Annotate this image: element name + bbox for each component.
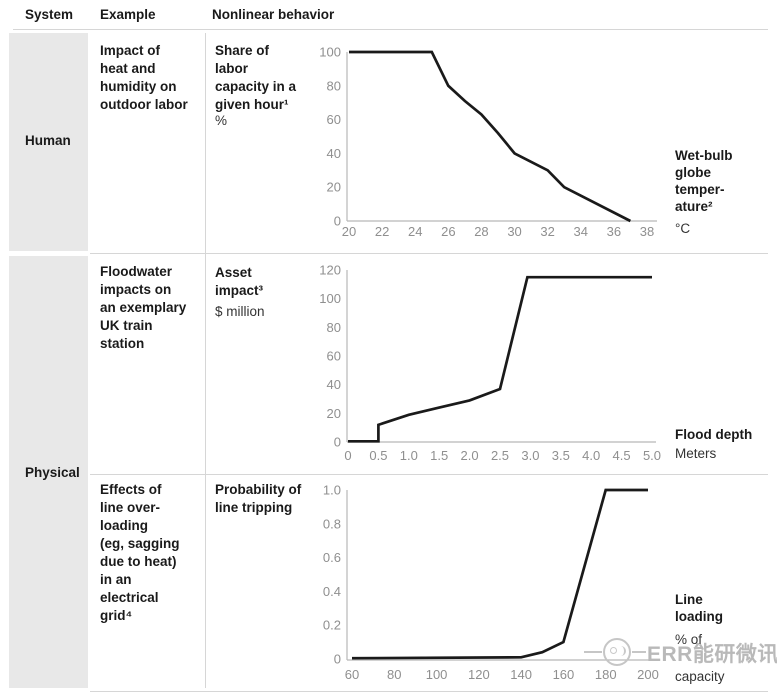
y-tick-label: 0.2 — [323, 618, 341, 633]
x-tick-label: 2.5 — [491, 448, 509, 463]
x-tick-label: 200 — [637, 667, 659, 682]
x-tick-label: 5.0 — [643, 448, 661, 463]
column-header-nonlinear-behavior: Nonlinear behavior — [212, 7, 335, 22]
y-tick-label: 60 — [327, 112, 341, 127]
y-tick-label: 0.8 — [323, 516, 341, 531]
chart-asset-impact: 120 100 80 60 40 20 00 0.5 1.0 1.5 2.0 2.5 3.0 3.5 4.0… — [319, 263, 661, 464]
x-tick-label: 0 — [344, 448, 351, 463]
row-divider-1 — [90, 253, 768, 254]
y-tick-label: 40 — [327, 377, 341, 392]
system-label-physical: Physical — [25, 465, 80, 480]
y-tick-label: 0 — [334, 652, 341, 667]
x-tick-label: 1.5 — [430, 448, 448, 463]
x-tick-label: 3.5 — [552, 448, 570, 463]
x-tick-label: 26 — [441, 224, 455, 239]
x-tick-label: 4.5 — [613, 448, 631, 463]
x-tick-label: 1.0 — [400, 448, 418, 463]
y-tick-label: 20 — [327, 180, 341, 195]
y-tick-label: 100 — [319, 45, 341, 60]
y-tick-label: 20 — [327, 406, 341, 421]
x-tick-label: 140 — [510, 667, 532, 682]
x-tick-label: 3.0 — [521, 448, 539, 463]
x-tick-label: 100 — [426, 667, 448, 682]
chart1-yunit: % — [215, 113, 228, 128]
x-tick-label: 20 — [342, 224, 356, 239]
header-rule — [13, 29, 768, 30]
chart2-xunit: Meters — [675, 446, 717, 461]
x-tick-label: 120 — [468, 667, 490, 682]
y-tick-label: 0.6 — [323, 550, 341, 565]
data-line — [348, 275, 652, 443]
chart1-xlabel: Wet-bulb globe temper- ature² — [675, 148, 733, 214]
x-tick-label: 60 — [345, 667, 359, 682]
chart1-xunit: °C — [675, 221, 691, 236]
x-tick-label: 38 — [640, 224, 654, 239]
y-tick-label: 120 — [319, 263, 341, 278]
chart1-ylabel: Share of labor capacity in a given hour¹ — [215, 43, 297, 112]
x-tick-label: 28 — [474, 224, 488, 239]
column-header-system: System — [25, 7, 74, 22]
x-tick-label: 32 — [540, 224, 554, 239]
x-tick-label: 2.0 — [461, 448, 479, 463]
column-header-example: Example — [100, 7, 156, 22]
x-tick-label: 30 — [507, 224, 521, 239]
chart3-xunit-line1: % of — [675, 632, 703, 647]
y-tick-label: 0 — [334, 214, 341, 229]
system-cell-physical — [9, 256, 88, 688]
chart2-yunit: $ million — [215, 304, 265, 319]
column-divider — [205, 33, 206, 688]
chart-line-tripping: 1.0 0.8 0.6 0.4 0.2 0 60 80 100 120 140 160 180 200 — [323, 483, 659, 683]
y-tick-label: 1.0 — [323, 483, 341, 498]
example-text-row3: Effects of line over- loading (eg, saggi… — [100, 482, 180, 623]
data-line — [351, 488, 648, 660]
row-divider-2 — [90, 474, 768, 475]
data-line — [349, 50, 632, 223]
y-tick-label: 60 — [327, 349, 341, 364]
x-tick-label: 24 — [408, 224, 422, 239]
y-tick-label: 80 — [327, 320, 341, 335]
y-tick-label: 100 — [319, 291, 341, 306]
bottom-rule — [90, 691, 768, 692]
example-text-row1: Impact of heat and humidity on outdoor l… — [100, 43, 188, 112]
x-tick-label: 80 — [387, 667, 401, 682]
x-tick-label: 160 — [553, 667, 575, 682]
x-tick-label: 0.5 — [369, 448, 387, 463]
chart3-ylabel: Probability of line tripping — [215, 482, 302, 515]
chart3-xlabel: Line loading — [675, 592, 723, 624]
x-tick-label: 4.0 — [582, 448, 600, 463]
example-text-row2: Floodwater impacts on an exemplary UK tr… — [100, 264, 187, 351]
x-tick-label: 180 — [595, 667, 617, 682]
x-tick-label: 36 — [607, 224, 621, 239]
y-tick-label: 40 — [327, 146, 341, 161]
chart2-xlabel: Flood depth — [675, 427, 753, 442]
y-tick-label: 0.4 — [323, 584, 341, 599]
system-label-human: Human — [25, 133, 71, 148]
x-tick-label: 34 — [574, 224, 588, 239]
system-cell-human — [9, 33, 88, 251]
x-tick-label: 22 — [375, 224, 389, 239]
y-tick-label: 80 — [327, 78, 341, 93]
y-tick-label: 0 — [334, 435, 341, 450]
chart3-xunit-line2: capacity — [675, 669, 725, 684]
chart2-ylabel: Asset impact³ — [215, 265, 264, 298]
